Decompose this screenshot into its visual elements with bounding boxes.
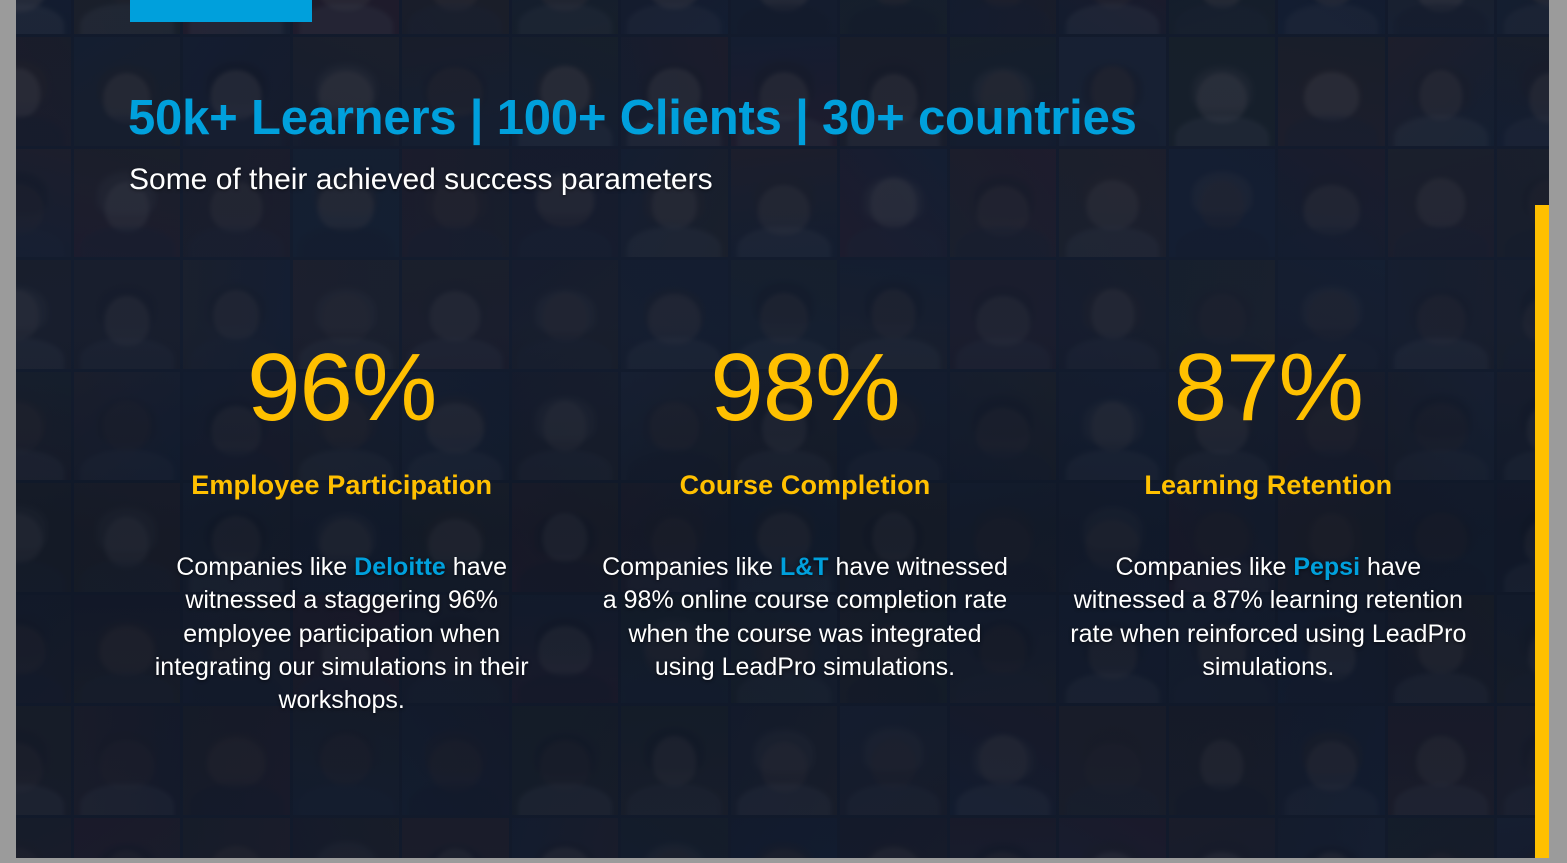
description-text-tail: have witnessed a staggering 96% employee…: [154, 553, 529, 714]
stat-description: Companies like L&T have witnessed a 98% …: [573, 551, 1036, 684]
description-text-tail: have witnessed a 98% online course compl…: [602, 553, 1008, 681]
description-text-lead: Companies like: [1115, 553, 1294, 581]
top-accent-bar: [130, 0, 312, 22]
brand-name: Deloitte: [354, 553, 446, 581]
brand-name: Pepsi: [1293, 553, 1361, 581]
stat-value: 98%: [710, 334, 900, 441]
page-title: 50k+ Learners | 100+ Clients | 30+ count…: [128, 91, 1137, 145]
stat-label: Learning Retention: [1144, 470, 1393, 500]
left-margin-strip: [0, 0, 16, 863]
description-text-tail: have witnessed a 87% learning retention …: [1070, 553, 1467, 681]
description-text-lead: Companies like: [602, 553, 780, 581]
mosaic-dark-overlay: [16, 0, 1549, 858]
description-text-lead: Companies like: [176, 553, 355, 581]
stat-card-employee-participation: 96% Employee Participation Companies lik…: [110, 340, 573, 717]
mosaic-photo-background: [16, 0, 1549, 858]
stats-row: 96% Employee Participation Companies lik…: [110, 340, 1500, 717]
stat-description: Companies like Pepsi have witnessed a 87…: [1037, 551, 1500, 684]
stat-description: Companies like Deloitte have witnessed a…: [110, 551, 573, 717]
stat-label: Employee Participation: [191, 470, 493, 500]
right-margin-strip: [1549, 0, 1567, 863]
page-subtitle: Some of their achieved success parameter…: [129, 163, 713, 196]
stat-value: 96%: [247, 334, 437, 441]
stat-label: Course Completion: [679, 470, 931, 500]
stat-value: 87%: [1173, 334, 1364, 441]
stat-card-course-completion: 98% Course Completion Companies like L&T…: [573, 340, 1036, 717]
right-accent-bar: [1535, 205, 1549, 863]
bottom-margin-strip: [0, 858, 1567, 863]
brand-name: L&T: [779, 553, 829, 581]
stat-card-learning-retention: 87% Learning Retention Companies like Pe…: [1037, 340, 1500, 717]
